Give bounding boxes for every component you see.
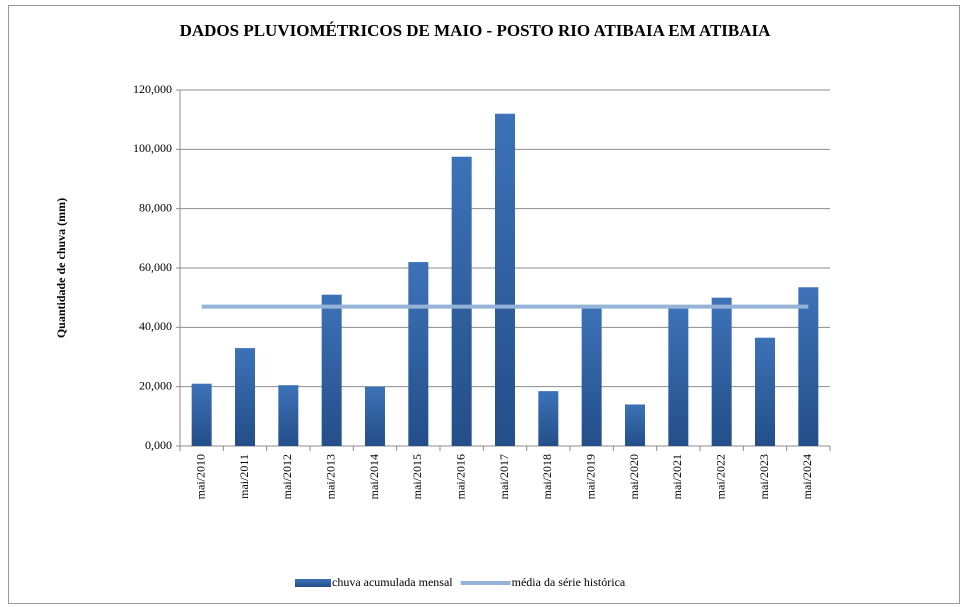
x-tick-label: mai/2012: [280, 454, 294, 499]
bar: [321, 294, 342, 446]
bar: [408, 262, 429, 446]
legend-swatch: [295, 579, 331, 587]
x-tick-label: mai/2016: [453, 454, 467, 499]
legend-label: média da série histórica: [512, 575, 626, 589]
x-tick-label: mai/2014: [367, 454, 381, 499]
x-tick-label: mai/2023: [757, 454, 771, 499]
bar: [278, 385, 299, 446]
y-tick-label: 100,000: [133, 141, 172, 155]
y-tick-label: 20,000: [139, 378, 172, 392]
y-axis-label: Quantidade de chuva (mm): [54, 198, 68, 338]
bar: [711, 297, 732, 446]
bar: [538, 391, 559, 446]
bar: [235, 348, 255, 446]
x-tick-label: mai/2013: [323, 454, 337, 499]
bar: [365, 386, 385, 446]
x-tick-label: mai/2021: [670, 454, 684, 499]
bar: [451, 156, 472, 446]
x-tick-label: mai/2018: [540, 454, 554, 499]
bar: [581, 305, 602, 446]
x-tick-label: mai/2024: [800, 454, 814, 499]
x-tick-label: mai/2010: [193, 454, 207, 499]
x-tick-label: mai/2015: [410, 454, 424, 499]
chart-title: DADOS PLUVIOMÉTRICOS DE MAIO - POSTO RIO…: [180, 21, 772, 40]
y-tick-label: 0,000: [145, 438, 172, 452]
y-tick-label: 80,000: [139, 200, 172, 214]
y-tick-label: 60,000: [139, 260, 172, 274]
bar: [798, 287, 819, 446]
bar: [191, 383, 212, 446]
bar: [625, 404, 645, 446]
x-tick-label: mai/2022: [713, 454, 727, 499]
x-tick-label: mai/2017: [497, 454, 511, 499]
x-tick-label: mai/2020: [627, 454, 641, 499]
legend-label: chuva acumulada mensal: [332, 575, 453, 589]
bar: [755, 337, 775, 446]
x-tick-label: mai/2019: [583, 454, 597, 499]
bar: [495, 113, 515, 446]
y-tick-label: 120,000: [133, 82, 172, 96]
x-tick-label: mai/2011: [237, 454, 251, 499]
y-tick-label: 40,000: [139, 319, 172, 333]
bar: [668, 308, 689, 446]
